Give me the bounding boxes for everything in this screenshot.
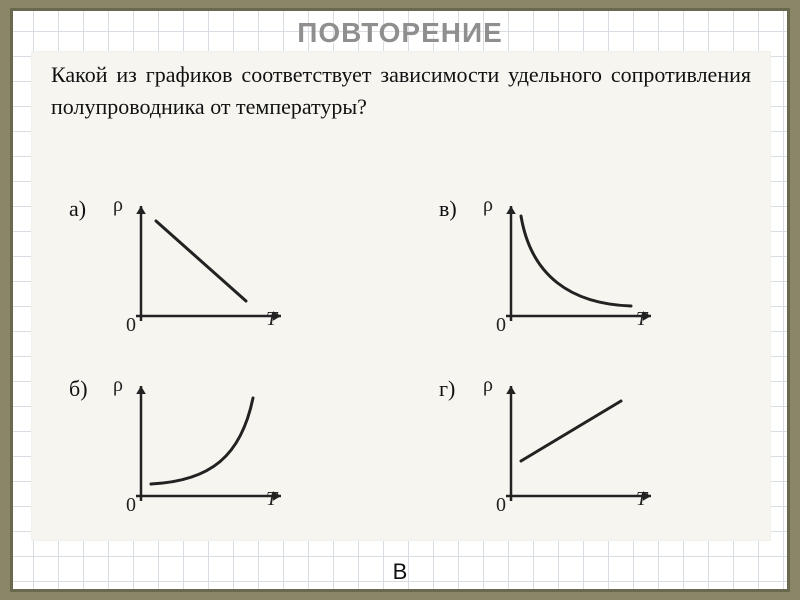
- curve-linear-increasing: [521, 401, 621, 461]
- chart-option-g: г)ρ0T: [421, 366, 701, 536]
- chart-svg: [101, 366, 311, 536]
- scan-area: Какой из графиков соответствует зависимо…: [31, 51, 771, 541]
- chart-svg: [471, 366, 681, 536]
- slide-frame: ПОВТОРЕНИЕ Какой из графиков соответству…: [10, 8, 790, 592]
- curve-linear-decreasing: [156, 221, 246, 301]
- curve-exponential-decay: [521, 216, 631, 306]
- question-text: Какой из графиков соответствует зависимо…: [51, 59, 751, 123]
- chart-option-v: в)ρ0T: [421, 186, 701, 356]
- option-label: г): [439, 376, 455, 402]
- slide-heading: ПОВТОРЕНИЕ: [13, 17, 787, 49]
- chart-svg: [101, 186, 311, 356]
- option-label: в): [439, 196, 457, 222]
- chart-option-b: б)ρ0T: [51, 366, 331, 536]
- chart-option-a: а)ρ0T: [51, 186, 331, 356]
- answer-letter: В: [13, 559, 787, 585]
- option-label: б): [69, 376, 88, 402]
- option-label: а): [69, 196, 86, 222]
- charts-grid: а)ρ0T в)ρ0T б)ρ0T г)ρ0T: [31, 186, 771, 536]
- chart-svg: [471, 186, 681, 356]
- curve-exponential-growth: [151, 398, 253, 484]
